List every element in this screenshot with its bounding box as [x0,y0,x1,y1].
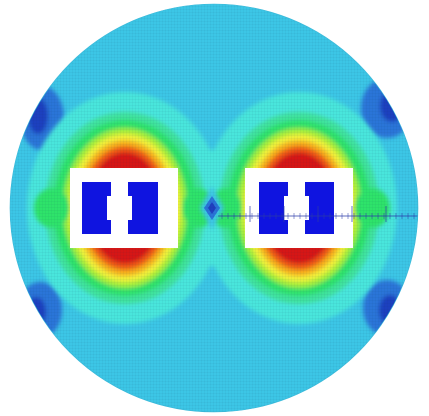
right-coil [245,168,353,248]
left-conductor-outer [128,182,158,234]
measurement-ticks [221,206,415,222]
domain-boundary [9,3,419,413]
left-coil [70,168,178,248]
measurement-line [218,206,418,222]
right-conductor-outer [305,182,334,234]
right-conductor-inner [259,182,288,234]
left-conductor-inner [82,182,111,234]
